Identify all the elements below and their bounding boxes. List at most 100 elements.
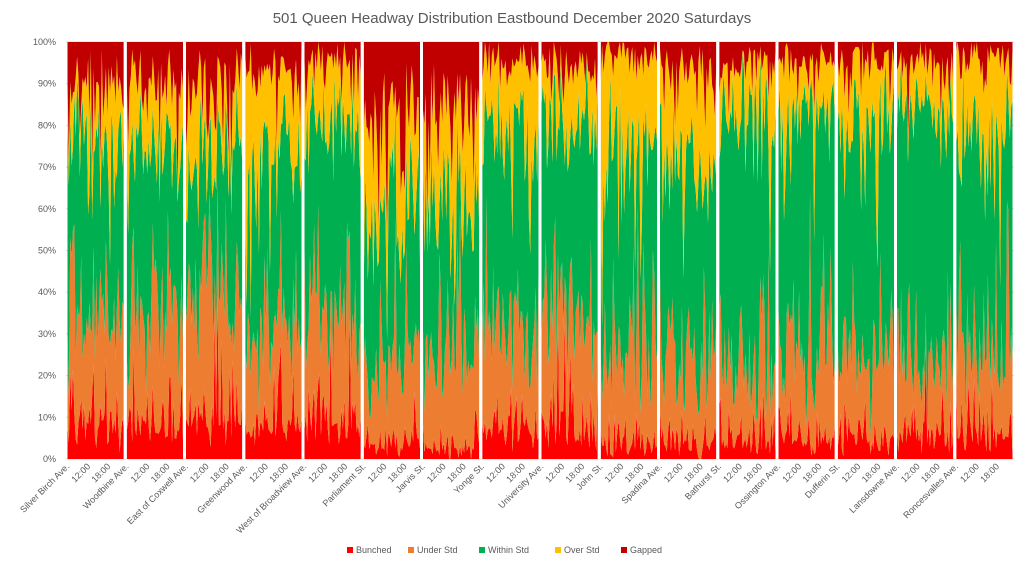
x-tick-label-time: 12:00 bbox=[543, 461, 566, 484]
area-over-std bbox=[126, 49, 183, 234]
area-bunched bbox=[660, 410, 717, 459]
x-tick-label-time: 12:00 bbox=[721, 461, 744, 484]
legend-item: Within Std bbox=[479, 545, 529, 555]
area-under-std bbox=[482, 195, 539, 453]
area-within-std bbox=[363, 103, 420, 422]
stop-segment bbox=[541, 42, 598, 459]
x-tick-label-time: 12:00 bbox=[662, 461, 685, 484]
x-tick-label-time: 12:00 bbox=[899, 461, 922, 484]
area-within-std bbox=[837, 58, 894, 436]
area-gapped bbox=[719, 42, 776, 115]
plot-area bbox=[66, 41, 1014, 460]
segment-separator bbox=[360, 42, 364, 459]
area-bunched bbox=[837, 399, 894, 459]
y-tick-label: 70% bbox=[38, 162, 56, 172]
area-bunched bbox=[541, 321, 598, 459]
area-over-std bbox=[778, 42, 835, 242]
x-tick-label-time: 18:00 bbox=[978, 461, 1001, 484]
segment-separator bbox=[894, 42, 897, 459]
stop-segment bbox=[423, 42, 480, 459]
segment-separator bbox=[479, 42, 483, 459]
area-within-std bbox=[245, 94, 302, 413]
area-gapped bbox=[126, 42, 183, 191]
area-within-std bbox=[423, 109, 480, 414]
legend-item: Gapped bbox=[621, 545, 662, 555]
area-gapped bbox=[956, 42, 1013, 94]
stop-segment bbox=[778, 42, 835, 459]
area-gapped bbox=[304, 42, 361, 110]
legend-swatch bbox=[479, 547, 485, 553]
area-under-std bbox=[897, 271, 954, 454]
area-within-std bbox=[126, 88, 183, 396]
x-tick-label-time: 12:00 bbox=[366, 461, 389, 484]
x-tick-label-time: 12:00 bbox=[425, 461, 448, 484]
area-within-std bbox=[660, 102, 717, 415]
x-tick-label-time: 12:00 bbox=[69, 461, 92, 484]
area-bunched bbox=[719, 392, 776, 459]
x-tick-label-time: 12:00 bbox=[188, 461, 211, 484]
area-under-std bbox=[837, 252, 894, 457]
area-gapped bbox=[600, 42, 657, 82]
y-tick-label: 0% bbox=[43, 454, 56, 464]
area-within-std bbox=[719, 53, 776, 421]
area-under-std bbox=[660, 267, 717, 459]
area-gapped bbox=[423, 42, 480, 219]
x-tick-label-time: 12:00 bbox=[603, 461, 626, 484]
y-tick-label: 10% bbox=[38, 412, 56, 422]
area-bunched bbox=[186, 295, 243, 459]
area-gapped bbox=[778, 42, 835, 109]
area-over-std bbox=[719, 46, 776, 274]
area-under-std bbox=[956, 201, 1013, 454]
legend-label: Gapped bbox=[630, 545, 662, 555]
area-over-std bbox=[363, 63, 420, 341]
legend-item: Over Std bbox=[555, 545, 600, 555]
area-over-std bbox=[956, 42, 1013, 288]
area-gapped bbox=[186, 42, 243, 171]
y-tick-label: 100% bbox=[33, 37, 56, 47]
x-tick-label-time: 12:00 bbox=[306, 461, 329, 484]
stop-segment bbox=[956, 42, 1013, 459]
area-bunched bbox=[956, 376, 1013, 459]
legend-swatch bbox=[408, 547, 414, 553]
y-tick-label: 80% bbox=[38, 120, 56, 130]
area-bunched bbox=[67, 356, 124, 459]
area-over-std bbox=[423, 64, 480, 306]
area-over-std bbox=[482, 42, 539, 255]
area-within-std bbox=[897, 52, 954, 433]
area-bunched bbox=[304, 321, 361, 459]
legend-item: Under Std bbox=[408, 545, 458, 555]
legend-item: Bunched bbox=[347, 545, 392, 555]
area-gapped bbox=[541, 42, 598, 105]
legend-label: Within Std bbox=[488, 545, 529, 555]
area-under-std bbox=[541, 216, 598, 451]
legend-swatch bbox=[347, 547, 353, 553]
area-under-std bbox=[600, 204, 657, 458]
area-under-std bbox=[186, 184, 243, 448]
stop-segment bbox=[126, 42, 183, 459]
segment-separator bbox=[538, 42, 542, 459]
area-bunched bbox=[482, 385, 539, 459]
segment-separator bbox=[242, 42, 246, 459]
segment-separator bbox=[775, 42, 779, 459]
area-under-std bbox=[245, 210, 302, 446]
area-under-std bbox=[778, 192, 835, 456]
legend-swatch bbox=[555, 547, 561, 553]
area-within-std bbox=[600, 75, 657, 414]
segment-separator bbox=[716, 42, 720, 459]
legend-label: Bunched bbox=[356, 545, 392, 555]
x-tick-label-stop: Silver Birch Ave. bbox=[18, 461, 71, 514]
stop-segment bbox=[897, 42, 954, 459]
area-within-std bbox=[541, 58, 598, 384]
legend-label: Under Std bbox=[417, 545, 458, 555]
area-gapped bbox=[482, 42, 539, 89]
y-tick-label: 20% bbox=[38, 371, 56, 381]
area-gapped bbox=[837, 42, 894, 114]
area-under-std bbox=[67, 224, 124, 453]
y-tick-label: 90% bbox=[38, 79, 56, 89]
area-over-std bbox=[186, 48, 243, 229]
y-axis: 0% 10% 20% 30% 40% 50% 60% 70% 80% 90% 100% bbox=[33, 37, 56, 464]
area-over-std bbox=[245, 43, 302, 318]
x-tick-label-time: 12:00 bbox=[129, 461, 152, 484]
area-within-std bbox=[304, 73, 361, 380]
